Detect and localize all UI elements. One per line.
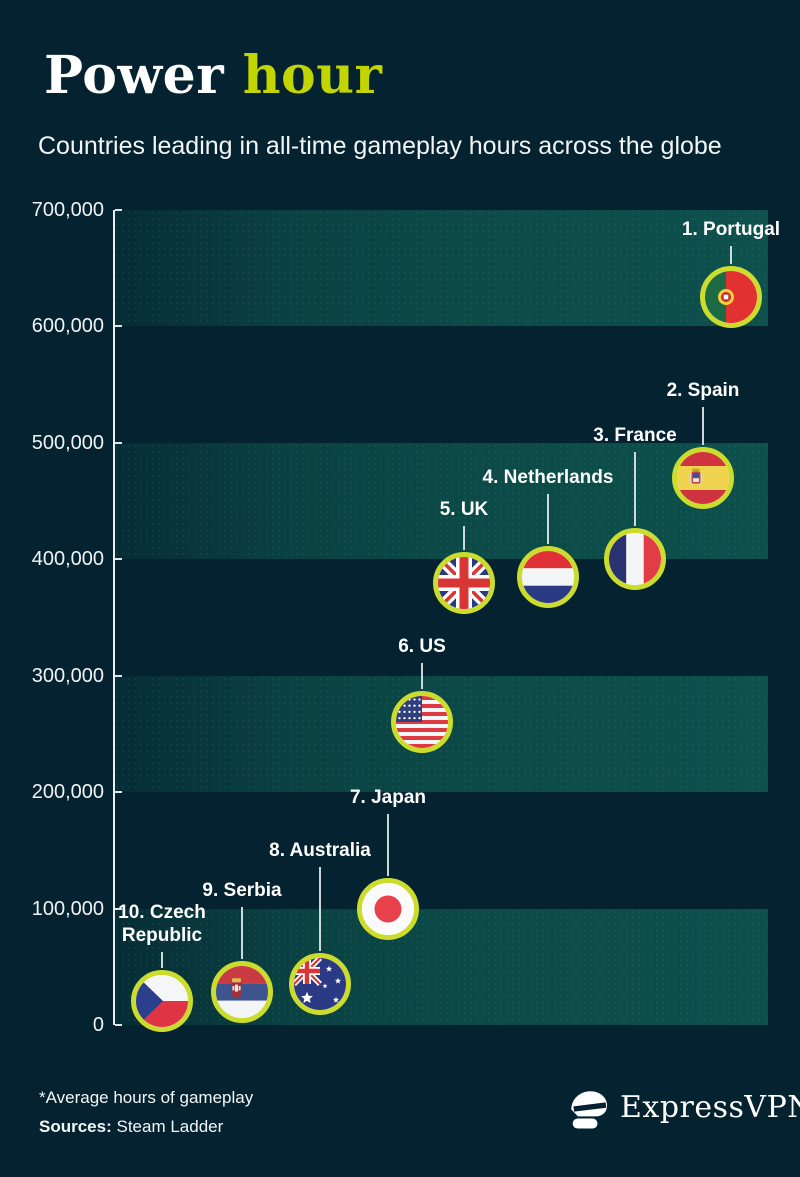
jp-flag-icon — [362, 882, 414, 935]
leader-line-pt — [730, 246, 732, 265]
nl-flag — [517, 545, 579, 608]
au-flag-icon — [294, 958, 346, 1011]
country-label-cz: 10. Czech Republic — [118, 901, 206, 946]
y-axis-line — [113, 210, 115, 1025]
cz-flag — [131, 969, 193, 1032]
leader-line-nl — [547, 493, 549, 544]
gb-flag — [433, 551, 495, 614]
country-label-nl: 4. Netherlands — [482, 466, 614, 488]
leader-line-gb — [463, 525, 465, 550]
expressvpn-logo: ExpressVPN — [566, 1086, 800, 1130]
country-label-pt: 1. Portugal — [681, 219, 781, 241]
leader-line-rs — [241, 907, 243, 960]
expressvpn-icon — [571, 1091, 608, 1129]
page-subtitle: Countries leading in all-time gameplay h… — [38, 132, 722, 160]
y-axis-tick — [115, 441, 122, 444]
y-axis-tick-label: 400,000 — [31, 548, 104, 571]
nl-flag-icon — [522, 550, 574, 603]
page-title-white: Power — [44, 45, 225, 106]
sources-line: Sources: Steam Ladder — [39, 1116, 223, 1137]
y-axis-tick-label: 200,000 — [31, 781, 104, 804]
leader-line-cz — [161, 951, 163, 968]
au-flag — [289, 953, 351, 1016]
es-flag-icon — [677, 451, 729, 504]
gb-flag-icon — [438, 556, 490, 609]
y-axis-tick-label: 600,000 — [31, 315, 104, 338]
y-axis-tick — [115, 209, 122, 211]
es-flag — [672, 446, 734, 509]
us-flag-icon — [396, 696, 448, 749]
chart-footnote: *Average hours of gameplay — [39, 1088, 254, 1107]
sources-value: Steam Ladder — [116, 1117, 224, 1136]
country-label-jp: 7. Japan — [349, 786, 427, 808]
leader-line-fr — [634, 452, 636, 527]
leader-line-es — [702, 406, 704, 445]
leader-line-us — [421, 663, 423, 690]
y-axis-tick-label: 300,000 — [31, 664, 104, 687]
expressvpn-wordmark: ExpressVPN — [620, 1090, 800, 1125]
country-label-es: 2. Spain — [666, 379, 740, 401]
pt-flag-icon — [705, 271, 757, 324]
pt-flag — [700, 266, 762, 329]
jp-flag — [357, 877, 419, 940]
y-axis-tick-label: 500,000 — [31, 431, 104, 454]
y-axis-tick — [115, 1024, 122, 1026]
us-flag — [391, 691, 453, 754]
sources-label: Sources: — [39, 1117, 112, 1136]
y-axis-tick-label: 0 — [92, 1014, 104, 1036]
rs-flag — [211, 961, 273, 1024]
leader-line-au — [319, 867, 321, 952]
y-axis-tick — [115, 791, 122, 794]
y-axis-tick — [115, 558, 122, 561]
fr-flag-icon — [609, 533, 661, 586]
fr-flag — [604, 528, 666, 591]
country-label-us: 6. US — [398, 636, 446, 658]
country-label-fr: 3. France — [593, 425, 677, 447]
page-title: Power hour — [44, 48, 382, 104]
rs-flag-icon — [216, 966, 268, 1019]
chart-band — [114, 210, 768, 327]
page-title-accent: hour — [242, 45, 383, 106]
country-label-gb: 5. UK — [439, 498, 489, 520]
y-axis-tick-label: 700,000 — [31, 199, 104, 221]
country-label-au: 8. Australia — [269, 840, 371, 862]
leader-line-jp — [387, 813, 389, 876]
y-axis-tick — [115, 907, 122, 910]
cz-flag-icon — [136, 974, 188, 1027]
y-axis-tick — [115, 325, 122, 328]
country-label-rs: 9. Serbia — [202, 880, 282, 902]
y-axis-tick-label: 100,000 — [31, 897, 104, 920]
y-axis-tick — [115, 674, 122, 677]
